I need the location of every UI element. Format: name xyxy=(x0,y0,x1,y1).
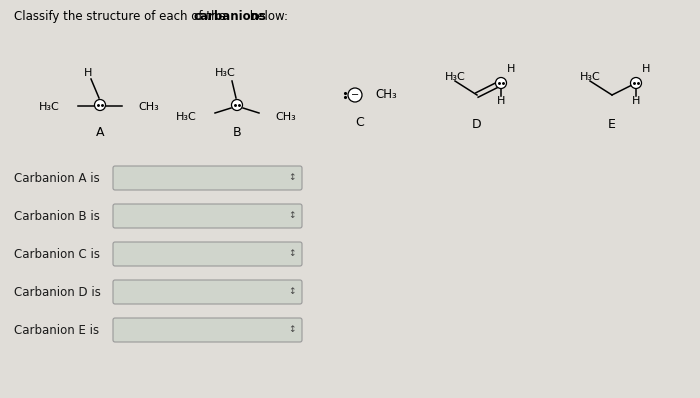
Text: −: − xyxy=(351,90,359,100)
Text: H₃C: H₃C xyxy=(215,68,235,78)
Text: H: H xyxy=(497,96,505,106)
Circle shape xyxy=(348,88,362,102)
Text: ↕: ↕ xyxy=(288,287,295,297)
Text: H₃C: H₃C xyxy=(444,72,466,82)
FancyBboxPatch shape xyxy=(113,204,302,228)
Text: D: D xyxy=(473,119,482,131)
FancyBboxPatch shape xyxy=(113,318,302,342)
Text: CH₃: CH₃ xyxy=(275,112,295,122)
Circle shape xyxy=(496,78,507,88)
Text: Carbanion B is: Carbanion B is xyxy=(14,209,100,222)
Text: H: H xyxy=(507,64,515,74)
FancyBboxPatch shape xyxy=(113,166,302,190)
Text: CH₃: CH₃ xyxy=(138,102,159,112)
Text: H₃C: H₃C xyxy=(176,112,197,122)
Text: Carbanion D is: Carbanion D is xyxy=(14,285,101,298)
Text: carbanions: carbanions xyxy=(193,10,267,23)
Text: C: C xyxy=(356,117,365,129)
Text: CH₃: CH₃ xyxy=(375,88,397,101)
Text: below:: below: xyxy=(246,10,288,23)
Text: B: B xyxy=(232,127,241,140)
Text: ↕: ↕ xyxy=(288,211,295,220)
Text: Carbanion A is: Carbanion A is xyxy=(14,172,99,185)
Circle shape xyxy=(232,100,242,111)
Text: H₃C: H₃C xyxy=(580,72,601,82)
FancyBboxPatch shape xyxy=(113,280,302,304)
Text: H: H xyxy=(84,68,92,78)
Circle shape xyxy=(94,100,106,111)
Text: ↕: ↕ xyxy=(288,174,295,183)
Text: H: H xyxy=(632,96,640,106)
Text: Classify the structure of each of the: Classify the structure of each of the xyxy=(14,10,230,23)
Text: Carbanion E is: Carbanion E is xyxy=(14,324,99,336)
Text: E: E xyxy=(608,119,616,131)
Text: H₃C: H₃C xyxy=(39,102,60,112)
Text: ↕: ↕ xyxy=(288,326,295,334)
Text: Carbanion C is: Carbanion C is xyxy=(14,248,100,261)
Text: A: A xyxy=(96,127,104,140)
Circle shape xyxy=(631,78,641,88)
FancyBboxPatch shape xyxy=(113,242,302,266)
Text: ↕: ↕ xyxy=(288,250,295,258)
Text: H: H xyxy=(642,64,650,74)
